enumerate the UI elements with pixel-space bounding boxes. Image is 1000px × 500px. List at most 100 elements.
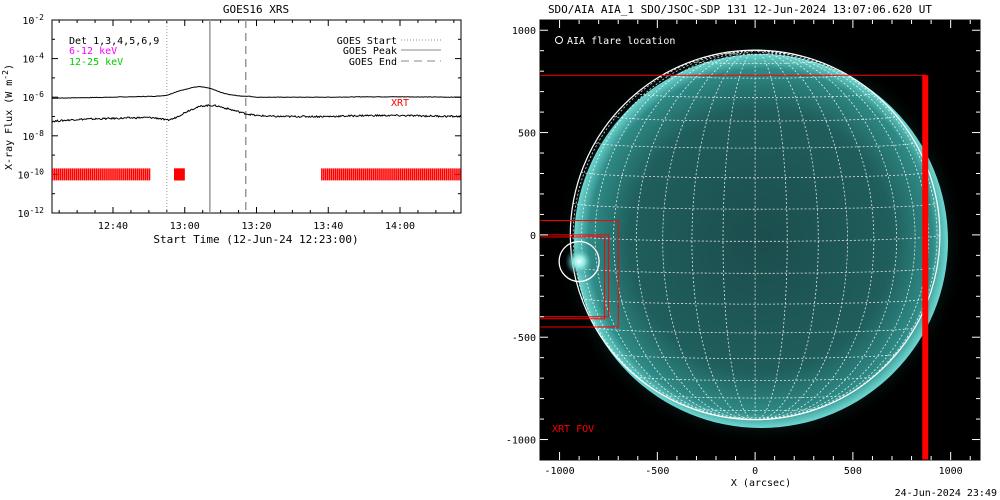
xrt-coverage-mark <box>366 168 369 181</box>
grid-latitude-line <box>691 408 819 412</box>
xrt-coverage-mark <box>388 168 390 181</box>
flare-legend-text: AIA flare location <box>567 36 675 47</box>
xrt-coverage-mark <box>97 168 99 181</box>
xrt-coverage-mark <box>362 168 365 181</box>
timestamp: 24-Jun-2024 23:49 <box>895 488 997 499</box>
xrt-coverage-mark <box>79 168 82 181</box>
goes-x-axis: 12:40 13:00 13:20 13:40 14:00 <box>58 20 455 232</box>
xrt-coverage-mark <box>403 168 406 181</box>
xrt-coverage-mark <box>136 168 139 181</box>
goes-xrs-panel: GOES16 XRS 10-2 10-4 10-6 10-8 10-10 10-12 12… <box>1 3 462 246</box>
xrt-coverage-mark <box>140 168 143 181</box>
grid-longitude-line <box>635 49 756 421</box>
legend-goes-start: GOES Start <box>337 36 397 47</box>
goes-short-channel-line <box>52 103 461 123</box>
goes-y-tick-label: 10-2 <box>22 13 44 27</box>
xrt-coverage-mark <box>107 168 109 181</box>
xrt-coverage-mark <box>142 168 145 181</box>
xrt-coverage-mark <box>396 168 398 181</box>
xrt-coverage-mark <box>57 168 60 181</box>
xrt-coverage-mark <box>321 168 323 181</box>
xrt-coverage-mark <box>398 168 400 181</box>
grid-longitude-line <box>662 49 756 421</box>
grid-longitude-line <box>755 49 930 420</box>
xrt-coverage-mark <box>134 168 137 181</box>
xrt-coverage-mark <box>52 168 54 181</box>
aia-x-tick-label: -1000 <box>545 466 575 477</box>
xrt-coverage-mark <box>334 168 337 181</box>
grid-latitude-line <box>636 93 875 99</box>
xrt-coverage-mark <box>443 168 446 181</box>
xrt-coverage-group <box>52 168 461 181</box>
flare-brightening <box>565 247 594 276</box>
xrt-coverage-mark <box>394 168 396 181</box>
xrt-coverage-mark <box>431 168 434 181</box>
xrt-coverage-mark <box>65 168 68 181</box>
xrt-coverage-mark <box>128 168 131 181</box>
xrt-coverage-mark <box>95 168 98 181</box>
aia-y-tick-label: 1000 <box>512 26 536 37</box>
xrt-coverage-mark <box>401 168 404 181</box>
aia-y-tick-label: 500 <box>518 129 536 140</box>
xrt-coverage-mark <box>130 168 133 181</box>
xrt-coverage-mark <box>390 168 392 181</box>
xrt-pointing-box <box>540 220 619 328</box>
aia-x-tick-label: 1000 <box>939 466 963 477</box>
xrt-coverage-mark <box>126 168 129 181</box>
xrt-coverage-mark <box>346 168 349 181</box>
xrt-coverage-mark <box>323 168 325 181</box>
xrt-coverage-mark <box>61 168 64 181</box>
xrt-coverage-mark <box>69 168 72 181</box>
grid-longitude-line <box>594 49 756 420</box>
xrt-coverage-mark <box>340 168 343 181</box>
aia-x-axis-label: X (arcsec) <box>731 478 791 489</box>
xrt-coverage-mark <box>132 168 135 181</box>
aia-y-tick-label: -1000 <box>506 436 536 447</box>
xrt-coverage-mark <box>382 168 384 181</box>
xrt-coverage-mark <box>441 168 444 181</box>
xrt-coverage-mark <box>364 168 367 181</box>
aia-x-tick-label: 0 <box>752 466 758 477</box>
xrt-coverage-mark <box>457 168 459 181</box>
xrt-coverage-mark <box>421 168 424 181</box>
xrt-coverage-mark <box>113 168 115 181</box>
xrt-coverage-mark <box>433 168 436 181</box>
legend-goes-end: GOES End <box>349 57 397 68</box>
legend-goes-peak: GOES Peak <box>343 46 397 57</box>
xrt-coverage-mark <box>144 168 147 181</box>
xrt-coverage-mark <box>53 168 56 181</box>
goes-y-tick-label: 10-4 <box>22 52 44 66</box>
aia-y-tick-label: -500 <box>512 333 536 344</box>
xrt-coverage-mark <box>81 168 84 181</box>
xrt-pointing-box <box>540 234 609 318</box>
xrt-coverage-mark <box>419 168 422 181</box>
xrt-coverage-mark <box>344 168 347 181</box>
xrt-coverage-mark <box>453 168 455 181</box>
aia-x-tick-label: 500 <box>844 466 862 477</box>
xrt-coverage-mark <box>125 168 127 181</box>
grid-longitude-line <box>755 49 875 421</box>
xrt-coverage-mark <box>146 168 149 181</box>
xrt-coverage-mark <box>115 168 117 181</box>
xrt-coverage-mark <box>71 168 74 181</box>
xrt-coverage-mark <box>99 168 101 181</box>
xrt-coverage-mark <box>77 168 80 181</box>
xrt-coverage-mark <box>325 168 327 181</box>
xrt-coverage-mark <box>417 168 420 181</box>
xrt-label: XRT <box>391 98 409 109</box>
xrt-coverage-mark <box>384 168 386 181</box>
xrt-coverage-mark <box>91 168 94 181</box>
xrt-coverage-mark <box>85 168 88 181</box>
goes-y-axis-label: X-ray Flux (W m-2) <box>1 64 15 170</box>
aia-frame <box>539 19 981 461</box>
xrt-coverage-mark <box>63 168 66 181</box>
xrt-coverage-mark <box>360 168 363 181</box>
xrt-coverage-mark <box>55 168 58 181</box>
goes-x-tick-label: 12:40 <box>98 221 128 232</box>
xrt-coverage-mark <box>386 168 388 181</box>
band-label-12-25: 12-25 keV <box>69 57 123 68</box>
goes-series-group <box>52 86 461 123</box>
xrt-coverage-mark <box>119 168 121 181</box>
xrt-coverage-mark <box>368 168 371 181</box>
xrt-coverage-mark <box>89 168 92 181</box>
